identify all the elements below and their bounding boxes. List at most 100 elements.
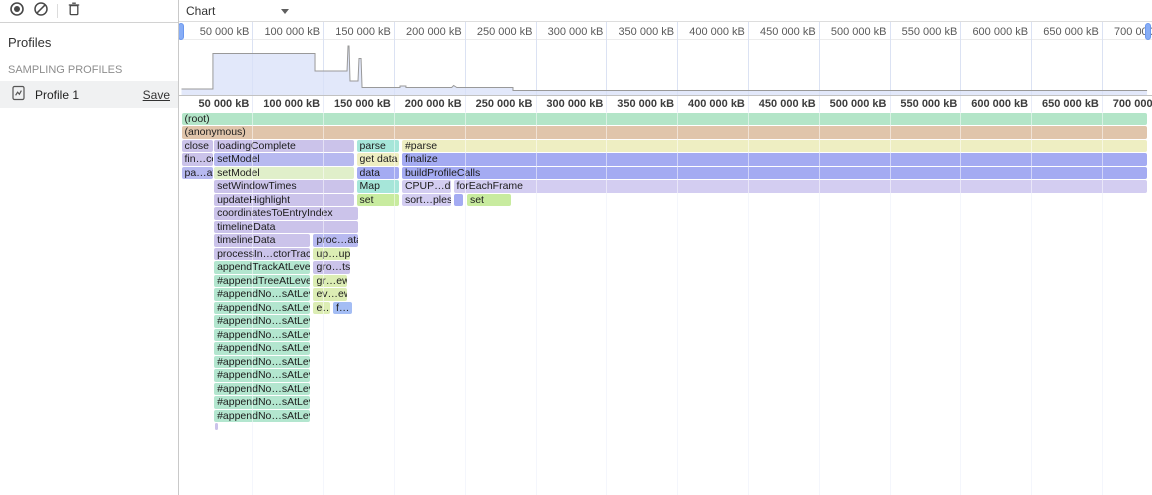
flame-box[interactable]: #appendTreeAtLevel — [214, 274, 311, 287]
flame-box[interactable]: #appendNo…sAtLevel — [214, 301, 311, 314]
memory-overview-chart[interactable] — [179, 0, 1152, 95]
flame-box[interactable]: #appendNo…sAtLevel — [214, 315, 311, 328]
flame-box[interactable]: #appendNo…sAtLevel — [214, 355, 311, 368]
profiles-sidebar: Profiles SAMPLING PROFILES Profile 1 Sav… — [0, 0, 179, 495]
record-button[interactable] — [5, 1, 29, 21]
trash-icon — [66, 1, 82, 22]
gridline — [677, 22, 679, 95]
gridline — [1101, 22, 1103, 95]
flame-box[interactable]: #appendNo…sAtLevel — [214, 369, 311, 382]
flame-box[interactable]: Map — [356, 180, 400, 193]
ruler-tick-label: 500 000 kB — [829, 98, 887, 110]
flame-box[interactable] — [215, 423, 219, 430]
overview-bottom-divider — [179, 95, 1152, 96]
chevron-down-icon — [281, 8, 289, 14]
save-profile-link[interactable]: Save — [142, 87, 170, 102]
ruler-tick-label: 50 000 kB — [198, 98, 250, 110]
ruler-tick-label: 350 000 kB — [618, 26, 675, 38]
gridline — [960, 22, 962, 95]
flame-box[interactable]: CPUP…del — [401, 180, 451, 193]
flame-box[interactable]: set — [466, 193, 511, 206]
ruler-tick-label: 700 000 kB — [1114, 26, 1152, 38]
sidebar-title: Profiles — [8, 35, 52, 50]
flame-box[interactable]: buildProfileCalls — [401, 166, 1148, 179]
flame-box[interactable]: data — [356, 166, 400, 179]
ruler-tick-label: 350 000 kB — [617, 98, 675, 110]
flame-box[interactable]: setModel — [214, 153, 354, 166]
gridline — [1031, 22, 1033, 95]
flame-box[interactable]: up…up — [313, 247, 350, 260]
flame-box[interactable]: appendTrackAtLevel — [214, 261, 311, 274]
gridline — [747, 22, 749, 95]
flame-box[interactable]: #parse — [401, 139, 1148, 152]
ruler-tick-label: 550 000 kB — [901, 26, 958, 38]
flame-box[interactable]: pa…at — [181, 166, 213, 179]
ruler-tick-label: 400 000 kB — [689, 26, 745, 38]
ruler-tick-label: 300 000 kB — [546, 98, 604, 110]
ruler-tick-label: 500 000 kB — [830, 26, 887, 38]
flame-box[interactable]: #appendNo…sAtLevel — [214, 328, 311, 341]
profile-document-icon — [11, 85, 26, 104]
flame-box[interactable]: #appendNo…sAtLevel — [214, 288, 311, 301]
gridline — [393, 22, 395, 95]
overview-handle-right[interactable] — [1145, 23, 1151, 40]
flame-box[interactable]: sort…ples — [401, 193, 451, 206]
flame-box[interactable]: processIn…ctorTrace — [214, 247, 311, 260]
record-icon — [9, 1, 25, 22]
ruler-tick-label: 650 000 kB — [1042, 98, 1099, 110]
ruler-tick-label: 600 000 kB — [971, 98, 1029, 110]
flame-box[interactable]: get data — [356, 153, 400, 166]
ruler-tick-label: 150 000 kB — [335, 26, 391, 38]
flame-box[interactable]: setModel — [214, 166, 354, 179]
flame-box[interactable]: (root) — [181, 112, 1148, 125]
ruler-tick-label: 50 000 kB — [199, 26, 250, 38]
flame-box[interactable]: #appendNo…sAtLevel — [214, 382, 311, 395]
gridline — [889, 22, 891, 95]
flame-box[interactable]: gro…ts — [313, 261, 350, 274]
ruler-tick-label: 250 000 kB — [475, 98, 533, 110]
profiles-toolbar — [0, 0, 178, 23]
gridline — [818, 22, 820, 95]
flame-box[interactable]: forEachFrame — [453, 180, 1148, 193]
flame-box[interactable]: (anonymous) — [181, 126, 1148, 139]
gridline — [323, 22, 325, 95]
gridline — [606, 22, 608, 95]
delete-profile-button[interactable] — [62, 1, 86, 21]
flame-box[interactable]: #appendNo…sAtLevel — [214, 342, 311, 355]
flame-box[interactable]: #appendNo…sAtLevel — [214, 396, 311, 409]
flame-box[interactable] — [453, 193, 464, 206]
flame-box[interactable]: proc…ata — [313, 234, 358, 247]
ruler-tick-label: 400 000 kB — [688, 98, 745, 110]
ruler-tick-label: 550 000 kB — [900, 98, 958, 110]
ruler-tick-label: 650 000 kB — [1043, 26, 1099, 38]
flame-box[interactable]: set — [356, 193, 400, 206]
clear-profiles-button[interactable] — [29, 1, 53, 21]
toolbar-separator — [57, 4, 58, 18]
view-mode-select[interactable]: Chart — [186, 2, 291, 20]
flame-box[interactable]: fin…ce — [181, 153, 213, 166]
flame-box[interactable]: setWindowTimes — [214, 180, 354, 193]
flame-box[interactable]: parse — [356, 139, 400, 152]
ruler-tick-label: 100 000 kB — [263, 98, 321, 110]
overview-handle-left[interactable] — [179, 23, 184, 40]
flame-box[interactable]: loadingComplete — [214, 139, 354, 152]
flame-box[interactable]: timelineData — [214, 220, 358, 233]
flame-box[interactable]: #appendNo…sAtLevel — [214, 409, 311, 422]
sidebar-item-profile-1[interactable]: Profile 1 Save — [0, 81, 178, 108]
ruler-tick-label: 200 000 kB — [406, 26, 462, 38]
ruler-underline — [179, 39, 1152, 40]
gridline — [464, 22, 466, 95]
flame-chart-area: 50 000 kB 50 000 kB 100 000 kB 100 000 kB 15… — [179, 0, 1152, 495]
flame-box[interactable]: gr…ew — [313, 274, 348, 287]
flame-box[interactable]: updateHighlight — [214, 193, 354, 206]
flame-box[interactable]: coordinatesToEntryIndex — [214, 207, 358, 220]
flame-box[interactable]: close — [181, 139, 213, 152]
view-toolbar: Chart — [179, 0, 1152, 22]
clear-icon — [33, 1, 49, 22]
flame-box[interactable]: timelineData — [214, 234, 311, 247]
flame-box[interactable]: ev…ew — [313, 288, 348, 301]
flame-box[interactable]: f… — [333, 301, 352, 314]
flame-box[interactable]: e… — [313, 301, 331, 314]
ruler-tick-label: 450 000 kB — [758, 98, 816, 110]
flame-box[interactable]: finalize — [401, 153, 1148, 166]
